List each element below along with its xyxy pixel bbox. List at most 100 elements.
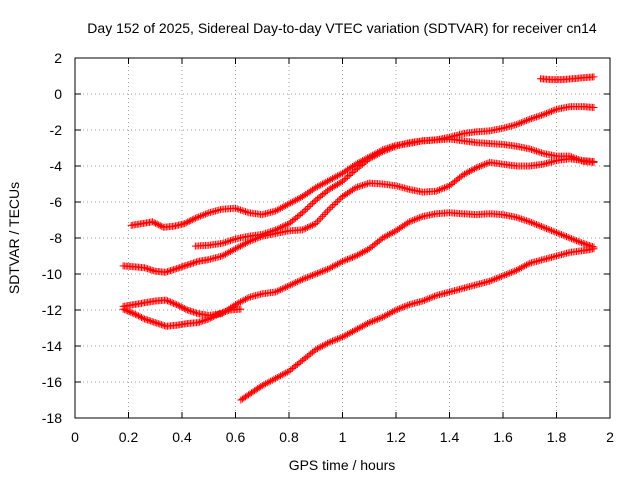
data-point <box>379 148 387 156</box>
data-point <box>302 206 310 214</box>
data-point <box>339 333 346 341</box>
data-point <box>389 144 397 152</box>
data-point <box>288 280 296 288</box>
data-point <box>384 231 392 239</box>
data-point <box>262 380 270 388</box>
data-point <box>287 281 295 289</box>
data-point <box>514 214 522 222</box>
data-point <box>183 306 191 314</box>
data-point <box>349 253 357 261</box>
data-point <box>209 313 217 321</box>
data-point <box>439 185 447 192</box>
data-point <box>318 342 326 350</box>
data-point <box>233 300 241 308</box>
data-point <box>537 223 545 231</box>
data-point <box>350 253 358 261</box>
data-point <box>150 219 158 227</box>
data-point <box>242 208 250 216</box>
data-point <box>546 226 554 234</box>
data-point <box>223 307 231 315</box>
x-tick-labels: 0 0.2 0.4 0.6 0.8 1 1.2 1.4 1.6 1.8 2 <box>71 429 614 445</box>
data-point <box>188 259 196 267</box>
data-point <box>237 242 245 250</box>
data-point <box>517 119 525 127</box>
data-point <box>280 203 288 210</box>
data-point <box>415 214 423 222</box>
data-point <box>330 174 338 182</box>
data-point <box>179 263 187 271</box>
data-point <box>265 378 273 386</box>
data-point <box>327 338 335 346</box>
data-point <box>536 112 544 120</box>
data-point <box>372 316 380 324</box>
data-point <box>349 328 357 336</box>
data-point <box>163 268 171 276</box>
data-point <box>519 263 527 271</box>
data-point <box>360 321 368 329</box>
data-point <box>350 327 358 335</box>
data-point <box>332 336 340 344</box>
data-point <box>228 247 236 255</box>
data-point <box>352 184 360 192</box>
data-point <box>139 314 147 322</box>
data-point <box>521 117 529 125</box>
data-point <box>307 201 315 209</box>
data-point <box>549 107 557 115</box>
data-point <box>303 224 311 232</box>
data-point <box>255 234 263 242</box>
data-point <box>121 306 129 314</box>
data-point <box>300 275 308 283</box>
x-tick-label: 1.4 <box>440 429 460 445</box>
data-point <box>400 303 408 311</box>
data-point <box>563 233 571 241</box>
data-point <box>325 176 333 184</box>
data-point <box>526 145 534 153</box>
data-point <box>232 204 239 212</box>
data-point <box>257 233 265 241</box>
data-point <box>297 210 305 218</box>
data-point <box>387 144 395 152</box>
data-point <box>144 265 152 273</box>
data-point <box>337 334 345 342</box>
data-point <box>355 324 363 332</box>
data-point <box>350 185 358 193</box>
data-point <box>375 149 383 157</box>
data-point <box>524 217 532 225</box>
data-point <box>134 312 142 320</box>
data-point <box>153 319 161 327</box>
data-point <box>491 275 499 283</box>
data-point <box>367 154 375 162</box>
data-point <box>578 239 586 247</box>
data-point <box>242 295 250 303</box>
data-point <box>313 269 321 277</box>
data-point <box>390 307 398 315</box>
data-point <box>342 256 350 264</box>
data-point <box>337 258 345 266</box>
data-point <box>177 303 185 311</box>
data-point <box>509 268 517 276</box>
data-point <box>220 308 228 316</box>
data-point <box>541 224 549 232</box>
data-marks <box>119 73 598 404</box>
data-point <box>288 198 296 206</box>
x-tick-label: 0.6 <box>226 429 246 445</box>
data-point <box>184 218 192 226</box>
data-point <box>354 183 362 191</box>
data-point <box>167 298 175 306</box>
data-point <box>517 215 525 223</box>
data-point <box>486 277 494 285</box>
data-point <box>564 233 572 241</box>
x-tick-label: 1 <box>339 429 347 445</box>
data-point <box>332 199 340 207</box>
data-point <box>200 317 208 325</box>
y-tick-label: -12 <box>42 302 62 318</box>
data-point <box>581 240 589 248</box>
data-point <box>260 381 268 389</box>
data-point <box>212 311 220 319</box>
data-point <box>218 252 226 260</box>
data-point <box>399 303 407 311</box>
data-point <box>200 211 208 219</box>
data-point <box>547 107 555 115</box>
data-point <box>205 315 213 323</box>
data-point <box>342 331 350 339</box>
